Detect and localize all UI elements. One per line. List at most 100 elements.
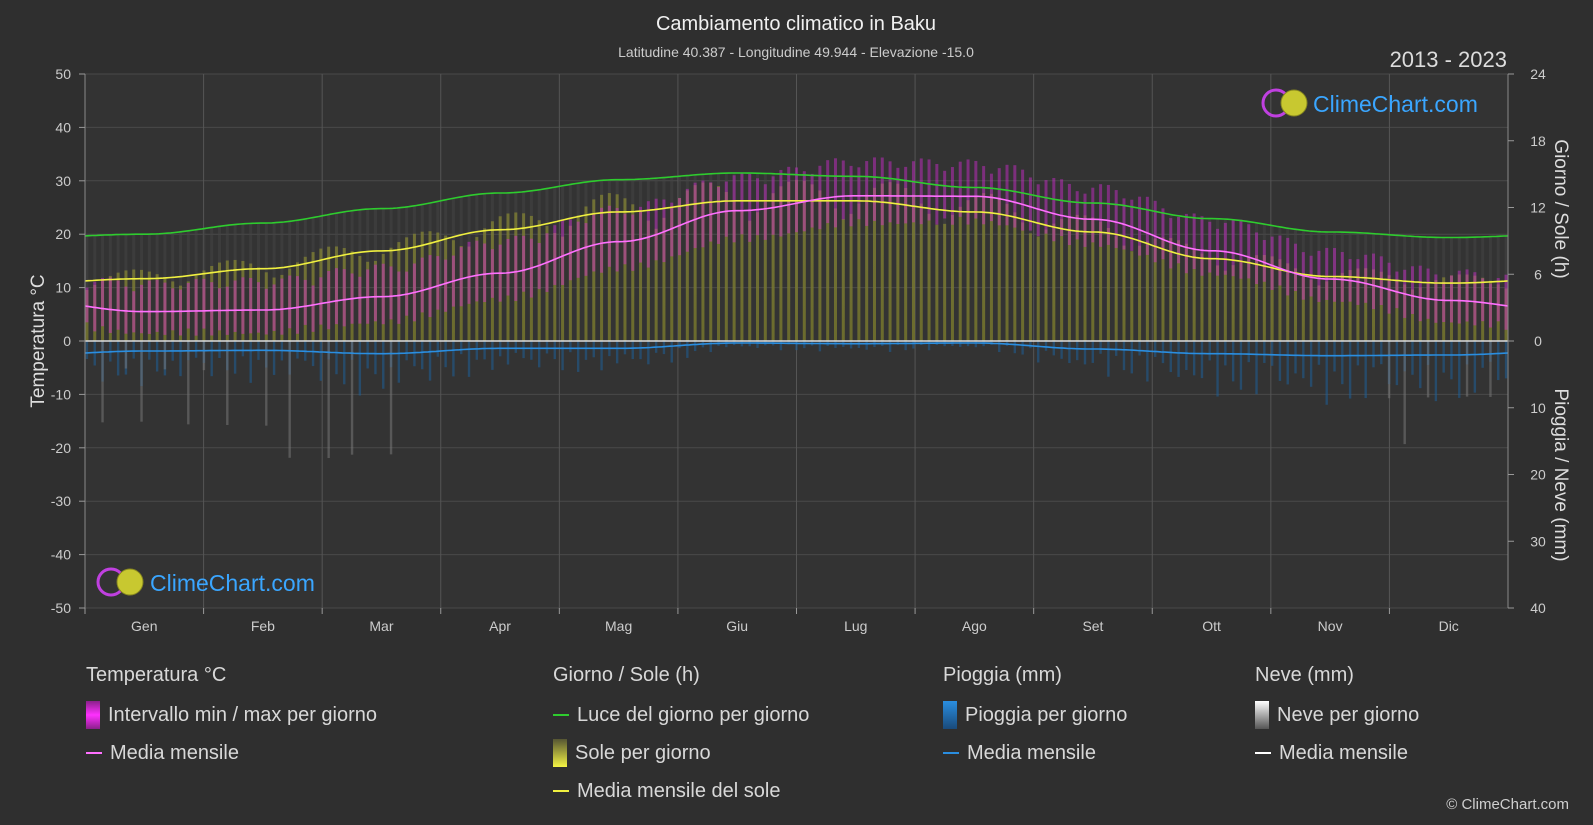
rain-bar xyxy=(709,341,712,353)
sunshine-bar xyxy=(771,193,775,341)
sunshine-bar xyxy=(880,183,884,341)
temp-range-bar xyxy=(693,182,697,249)
sunshine-bar xyxy=(1387,275,1391,341)
legend-item-label: Media mensile xyxy=(967,742,1096,764)
sunshine-bar xyxy=(1028,233,1032,341)
sunshine-bar xyxy=(1177,240,1181,341)
daylight-bar xyxy=(85,235,89,341)
sunshine-bar xyxy=(420,231,424,341)
rain-bar xyxy=(1021,341,1024,355)
temp-range-bar xyxy=(155,279,159,332)
sunshine-bar xyxy=(529,215,533,341)
temp-range-bar xyxy=(256,282,260,333)
temp-range-bar xyxy=(1099,184,1103,247)
temp-range-bar xyxy=(420,257,424,313)
y-left-tick-label: -40 xyxy=(51,547,71,563)
rain-bar xyxy=(1029,341,1032,349)
temp-range-bar xyxy=(194,279,198,336)
temp-range-bar xyxy=(1130,199,1134,251)
snow-bar xyxy=(187,341,190,425)
snow-bar xyxy=(1426,341,1430,398)
rain-bar xyxy=(998,341,1001,353)
temp-range-bar xyxy=(818,165,822,230)
temp-range-bar xyxy=(397,271,401,324)
temp-mean-line xyxy=(84,195,1509,313)
rain-bar xyxy=(249,341,252,383)
sunshine-bar xyxy=(568,225,572,341)
rain-bar xyxy=(436,341,440,357)
x-tick-label: Mag xyxy=(605,618,632,634)
sunshine-bar xyxy=(678,197,682,341)
sunshine-bar xyxy=(311,252,315,341)
sunshine-bar xyxy=(1231,265,1235,341)
temp-range-bar xyxy=(280,278,284,335)
temp-range-bar xyxy=(592,214,596,272)
sunshine-bar xyxy=(709,182,713,341)
sunshine-bar xyxy=(1449,275,1453,341)
temp-range-bar xyxy=(1192,213,1196,270)
temp-range-bar xyxy=(1481,278,1485,322)
temp-range-bar xyxy=(607,205,611,267)
temp-range-bar xyxy=(1434,274,1438,323)
legend-item: Media mensile xyxy=(86,740,377,778)
sunshine-bar xyxy=(974,195,978,341)
sunshine-bar xyxy=(1434,280,1438,341)
legend-item-label: Sole per giorno xyxy=(575,742,711,764)
rain-bar xyxy=(85,341,89,360)
rain-bar xyxy=(1302,341,1305,379)
snow-bar xyxy=(1489,341,1492,397)
temp-range-bar xyxy=(1473,272,1477,326)
temp-range-bar xyxy=(1153,200,1157,263)
sunshine-bar xyxy=(1333,276,1337,341)
logo-bottom: ClimeChart.com xyxy=(96,567,315,597)
sunshine-bar xyxy=(802,180,806,341)
temp-range-bar xyxy=(584,223,588,276)
temp-range-bar xyxy=(639,206,643,263)
temp-range-bar xyxy=(678,198,682,256)
daylight-swatch xyxy=(553,714,569,716)
sunshine-bar xyxy=(1457,274,1461,341)
rain-bar xyxy=(483,341,486,360)
sunshine-bar xyxy=(303,256,307,341)
temp-range-bar xyxy=(241,277,245,334)
sunshine-bar xyxy=(685,190,689,341)
temp-range-bar xyxy=(732,175,736,243)
sunshine-bar xyxy=(1153,238,1157,341)
sunshine-mean-line xyxy=(84,200,1509,284)
x-tick-label: Nov xyxy=(1318,618,1343,634)
rain-bar xyxy=(779,341,783,351)
temp-range-bar xyxy=(568,219,572,281)
sunshine-bar xyxy=(1060,219,1064,341)
sunshine-bar xyxy=(249,263,253,341)
rain-bar xyxy=(1146,341,1149,382)
x-tick-label: Mar xyxy=(369,618,393,634)
rain-bar xyxy=(1169,341,1172,373)
sunshine-bar xyxy=(366,261,370,341)
sunshine-bar xyxy=(1496,284,1500,341)
temp-range-bar xyxy=(202,278,206,329)
rain-bar xyxy=(1372,341,1375,368)
temp-range-bar xyxy=(615,208,619,272)
temp-range-bar xyxy=(147,280,151,334)
rain-bar xyxy=(335,341,338,375)
y-right-bottom-tick-label: 40 xyxy=(1530,600,1546,616)
temp-range-bar xyxy=(1036,184,1040,237)
sunshine-bar xyxy=(1114,236,1118,341)
temp-range-bar xyxy=(514,235,518,301)
sunshine-bar xyxy=(654,228,658,341)
temp-range-bar xyxy=(163,282,167,335)
y-left-tick-label: 20 xyxy=(55,226,71,242)
sunshine-bar xyxy=(373,260,377,341)
rain-bar xyxy=(818,341,822,352)
temp-range-bar xyxy=(1013,165,1017,228)
sunshine-bar xyxy=(1161,237,1165,341)
sunshine-bar xyxy=(1504,288,1508,341)
temp-range-bar xyxy=(756,178,760,236)
rain-bar xyxy=(272,341,276,375)
temp-range-bar xyxy=(646,201,650,268)
sunshine-bar xyxy=(264,272,268,341)
temp-range-bar xyxy=(927,159,931,221)
x-tick-label: Dic xyxy=(1439,618,1459,634)
rain-bar xyxy=(1419,341,1422,389)
temp-range-bar xyxy=(373,264,377,322)
